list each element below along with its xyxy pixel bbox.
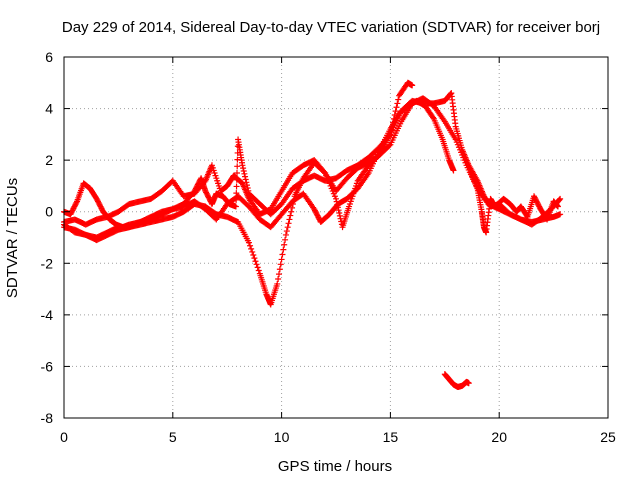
data-point [285, 220, 292, 227]
x-tick-label: 15 [383, 429, 399, 445]
data-point [252, 258, 259, 265]
y-tick-label: 6 [45, 49, 53, 65]
y-tick-label: -4 [41, 307, 54, 323]
data-point [234, 163, 241, 170]
y-tick-label: 2 [45, 152, 53, 168]
y-tick-label: 4 [45, 101, 53, 117]
data-point [254, 264, 261, 271]
data-point [276, 266, 283, 273]
axis-ticks: 0 5 10 15 20 25 -8 -6 -4 -2 0 2 4 6 [41, 49, 616, 445]
data-point [233, 170, 240, 177]
grid [64, 57, 608, 418]
data-point [394, 100, 401, 107]
x-axis-label: GPS time / hours [278, 458, 392, 475]
data-point [395, 96, 402, 103]
data-point [275, 276, 282, 283]
y-axis-label: SDTVAR / TECUs [4, 178, 21, 298]
data-point [280, 246, 287, 253]
series-track-d [61, 97, 457, 241]
y-tick-label: -6 [41, 358, 54, 374]
data-point [386, 142, 393, 149]
x-tick-label: 25 [600, 429, 616, 445]
plot-frame [63, 56, 609, 419]
data-point [523, 212, 530, 219]
data-point [556, 196, 563, 203]
data-point [281, 241, 288, 248]
data-point [274, 280, 281, 287]
data-point [335, 207, 342, 214]
data-point [393, 104, 400, 111]
data-point [249, 248, 256, 255]
x-tick-label: 10 [274, 429, 290, 445]
data-point [242, 173, 249, 180]
series-track-e [441, 371, 472, 391]
data-point [248, 245, 255, 252]
data-point [255, 267, 262, 274]
data-point [336, 212, 343, 219]
data-point [73, 199, 80, 206]
data-point [245, 187, 252, 194]
data-point [277, 261, 284, 268]
data-point [283, 228, 290, 235]
data-point [321, 168, 328, 175]
data-point [233, 176, 240, 183]
y-tick-label: -8 [41, 410, 54, 426]
data-series [61, 79, 564, 391]
data-point [450, 167, 457, 174]
data-point [245, 239, 252, 246]
data-point [241, 170, 248, 177]
data-point [409, 82, 416, 89]
data-point [232, 203, 239, 210]
data-point [286, 216, 293, 223]
data-point [253, 261, 260, 268]
data-point [557, 211, 564, 218]
series-track-f [467, 170, 561, 236]
data-point [278, 256, 285, 263]
data-point [430, 114, 437, 121]
x-tick-label: 5 [169, 429, 177, 445]
data-point [287, 212, 294, 219]
data-point [240, 165, 247, 172]
data-point [465, 380, 472, 387]
data-point [333, 195, 339, 202]
data-point [288, 208, 295, 215]
data-point [557, 195, 564, 202]
data-point [282, 236, 289, 243]
data-point [279, 251, 286, 258]
y-tick-label: 0 [45, 204, 53, 220]
data-point [244, 182, 251, 189]
data-point [336, 210, 343, 217]
data-point [251, 255, 258, 262]
data-point [244, 184, 251, 191]
data-point [247, 242, 254, 249]
data-point [284, 224, 291, 231]
x-tick-label: 0 [60, 429, 68, 445]
data-point [250, 252, 257, 259]
data-point [275, 271, 282, 278]
data-point [282, 231, 289, 238]
data-point [554, 203, 561, 210]
data-point [392, 108, 399, 115]
data-point [240, 167, 247, 174]
data-point [239, 162, 246, 169]
data-point [243, 179, 250, 186]
data-point [242, 176, 249, 183]
x-tick-label: 20 [491, 429, 507, 445]
chart-title: Day 229 of 2014, Sidereal Day-to-day VTE… [62, 19, 600, 36]
y-tick-label: -2 [41, 255, 54, 271]
data-point [233, 183, 240, 190]
